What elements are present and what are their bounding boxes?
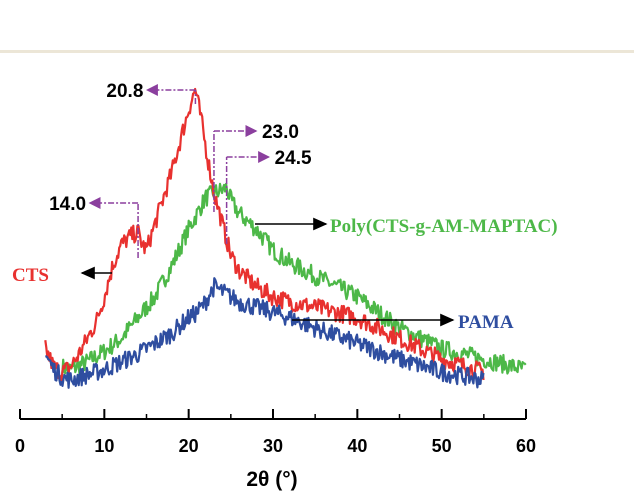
series-label-group: Poly(CTS-g-AM-MAPTAC) [255, 216, 558, 237]
peak-label: 14.0 [49, 194, 86, 215]
series-label-group: PAMA [292, 312, 514, 333]
x-tick-label-60: 60 [516, 436, 536, 456]
x-tick-label-50: 50 [432, 436, 452, 456]
peak-label: 24.5 [275, 148, 312, 169]
series-label: PAMA [458, 312, 514, 333]
peak-annotation-14.0: 14.0 [49, 194, 139, 258]
peak-annotation-23.0: 23.0 [213, 122, 299, 212]
series-line-cts [44, 87, 485, 382]
peak-label: 20.8 [106, 81, 143, 102]
x-axis-title: 2θ (°) [246, 468, 297, 491]
x-tick-label-20: 20 [179, 436, 199, 456]
peak-annotation-20.8: 20.8 [106, 81, 197, 104]
peak-annotation-24.5: 24.5 [225, 148, 312, 244]
x-tick-label-10: 10 [94, 436, 114, 456]
series-label: Poly(CTS-g-AM-MAPTAC) [330, 216, 558, 237]
series-label: CTS [12, 265, 49, 286]
x-tick-label-0: 0 [15, 436, 25, 456]
peak-label: 23.0 [262, 122, 299, 143]
series-line-pama [45, 277, 485, 389]
x-tick-label-40: 40 [347, 436, 367, 456]
header-band [0, 0, 634, 53]
series-label-layer: CTS Poly(CTS-g-AM-MAPTAC) PAMA [12, 216, 558, 333]
x-tick-label-30: 30 [263, 436, 283, 456]
series-label-group: CTS [12, 265, 112, 286]
annotation-layer: 20.8 23.0 24.5 14.0 [49, 81, 312, 258]
x-axis: 0 10 20 30 40 50 60 [15, 409, 536, 456]
series-line-poly-cts-g-am-maptac [61, 182, 527, 377]
series-layer [44, 87, 527, 389]
